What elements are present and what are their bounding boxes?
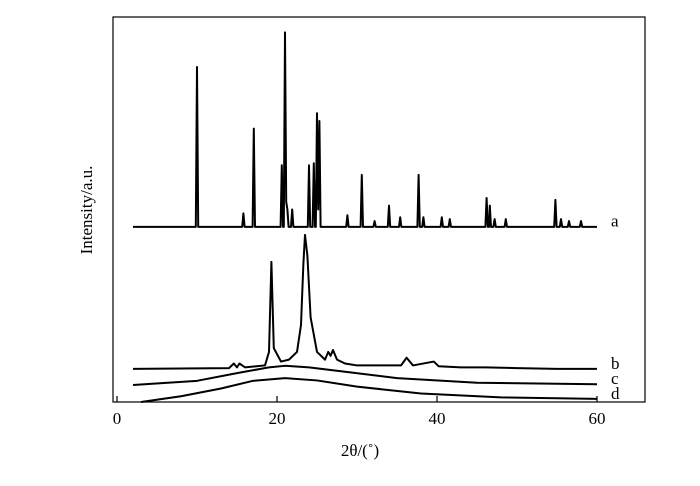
x-tick-label: 20 (269, 409, 286, 428)
x-tick-label: 60 (589, 409, 606, 428)
series-line (140, 377, 598, 403)
series-label: d (611, 384, 620, 403)
plot-frame (112, 16, 646, 403)
x-tick-label: 40 (429, 409, 446, 428)
series-label: a (611, 212, 619, 231)
y-axis-label: Intensity/a.u. (77, 166, 96, 255)
series-label: b (611, 354, 620, 373)
x-tick-label: 0 (113, 409, 122, 428)
series-label: c (611, 369, 619, 388)
series-line (132, 233, 597, 370)
series-line (133, 31, 597, 228)
series-line (132, 364, 598, 387)
x-axis-label: 2θ/(˚) (341, 441, 379, 460)
